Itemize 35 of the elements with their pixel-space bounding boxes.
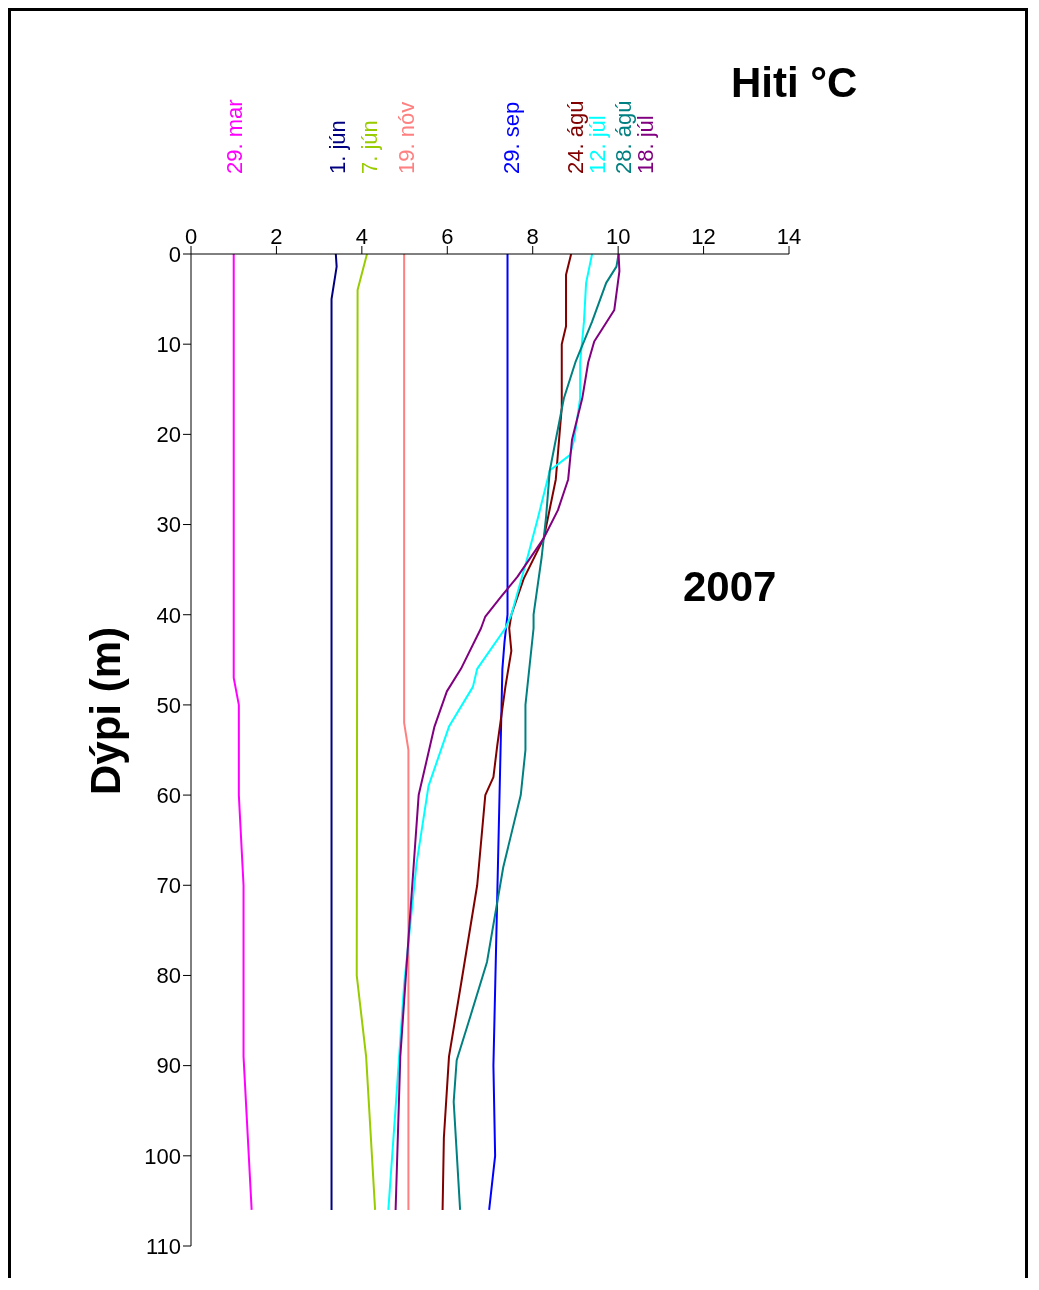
- x-tick-label: 14: [776, 224, 802, 249]
- y-tick-label: 50: [156, 692, 181, 718]
- x-tick-label: 10: [605, 224, 631, 249]
- y-tick-label: 80: [156, 963, 181, 989]
- x-tick-label: 0: [184, 224, 198, 249]
- x-tick-label: 8: [526, 224, 539, 249]
- y-tick-label: 110: [145, 1233, 181, 1259]
- text: 19. nóv: [394, 101, 420, 174]
- x-tick-label: 12: [691, 224, 716, 249]
- y-tick-label: 20: [156, 422, 181, 448]
- y-tick-label: 90: [156, 1053, 181, 1079]
- y-axis-title: Dýpi (m): [82, 627, 130, 795]
- y-tick-label: 0: [168, 241, 181, 267]
- line-series: [403, 254, 410, 1211]
- x-tick-label: 4: [355, 224, 368, 249]
- annotation: 2007: [683, 563, 777, 611]
- x-tick-label: 2: [270, 224, 283, 249]
- line-series: [330, 254, 338, 1211]
- x-tick-label: 6: [441, 224, 454, 249]
- text: 29. sep: [498, 101, 524, 174]
- text: 7. jún: [356, 120, 382, 174]
- line-series: [232, 254, 253, 1211]
- line-series: [488, 254, 509, 1211]
- line-series: [355, 254, 377, 1211]
- y-tick-label: 70: [156, 873, 181, 899]
- line-series: [452, 254, 620, 1211]
- line-series: [441, 254, 573, 1211]
- y-tick-label: 100: [144, 1143, 181, 1169]
- y-tick-label: 60: [156, 782, 181, 808]
- y-tick-label: 10: [156, 331, 181, 357]
- y-tick-label: 40: [156, 602, 181, 628]
- text: 1. jún: [325, 120, 351, 174]
- y-tick-label: 30: [156, 512, 181, 538]
- text: 29. mar: [222, 99, 248, 174]
- x-axis-title: Hiti °C: [731, 59, 858, 107]
